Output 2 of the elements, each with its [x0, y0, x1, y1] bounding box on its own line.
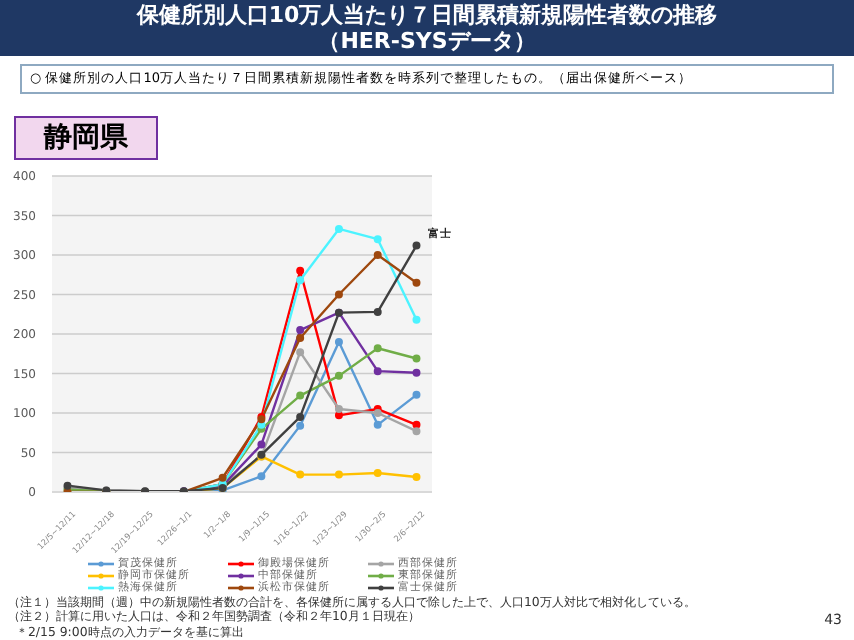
- chart-title: 保健所別人口10万人当たり７日間累積新規陽性者数の推移（HER-SYSデータ）: [134, 0, 720, 56]
- text: 静岡県: [14, 116, 158, 160]
